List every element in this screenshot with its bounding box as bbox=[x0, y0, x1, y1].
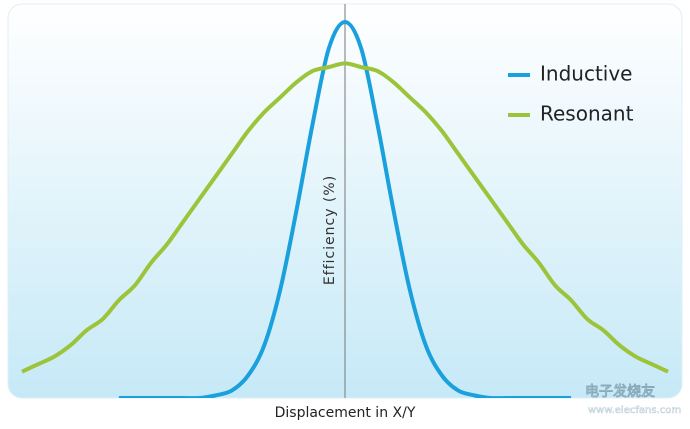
watermark-url: www.elecfans.com bbox=[588, 405, 681, 416]
series-line bbox=[118, 20, 572, 398]
plot-area bbox=[21, 20, 669, 398]
y-axis-label: Efficiency (%) bbox=[322, 175, 338, 285]
watermark-brand: 电子发烧友 bbox=[585, 383, 655, 400]
x-axis-label: Displacement in X/Y bbox=[275, 405, 416, 421]
series-line bbox=[21, 61, 669, 374]
legend: Inductive Resonant bbox=[508, 62, 634, 126]
legend-label: Resonant bbox=[540, 102, 634, 126]
legend-label: Inductive bbox=[540, 62, 632, 86]
